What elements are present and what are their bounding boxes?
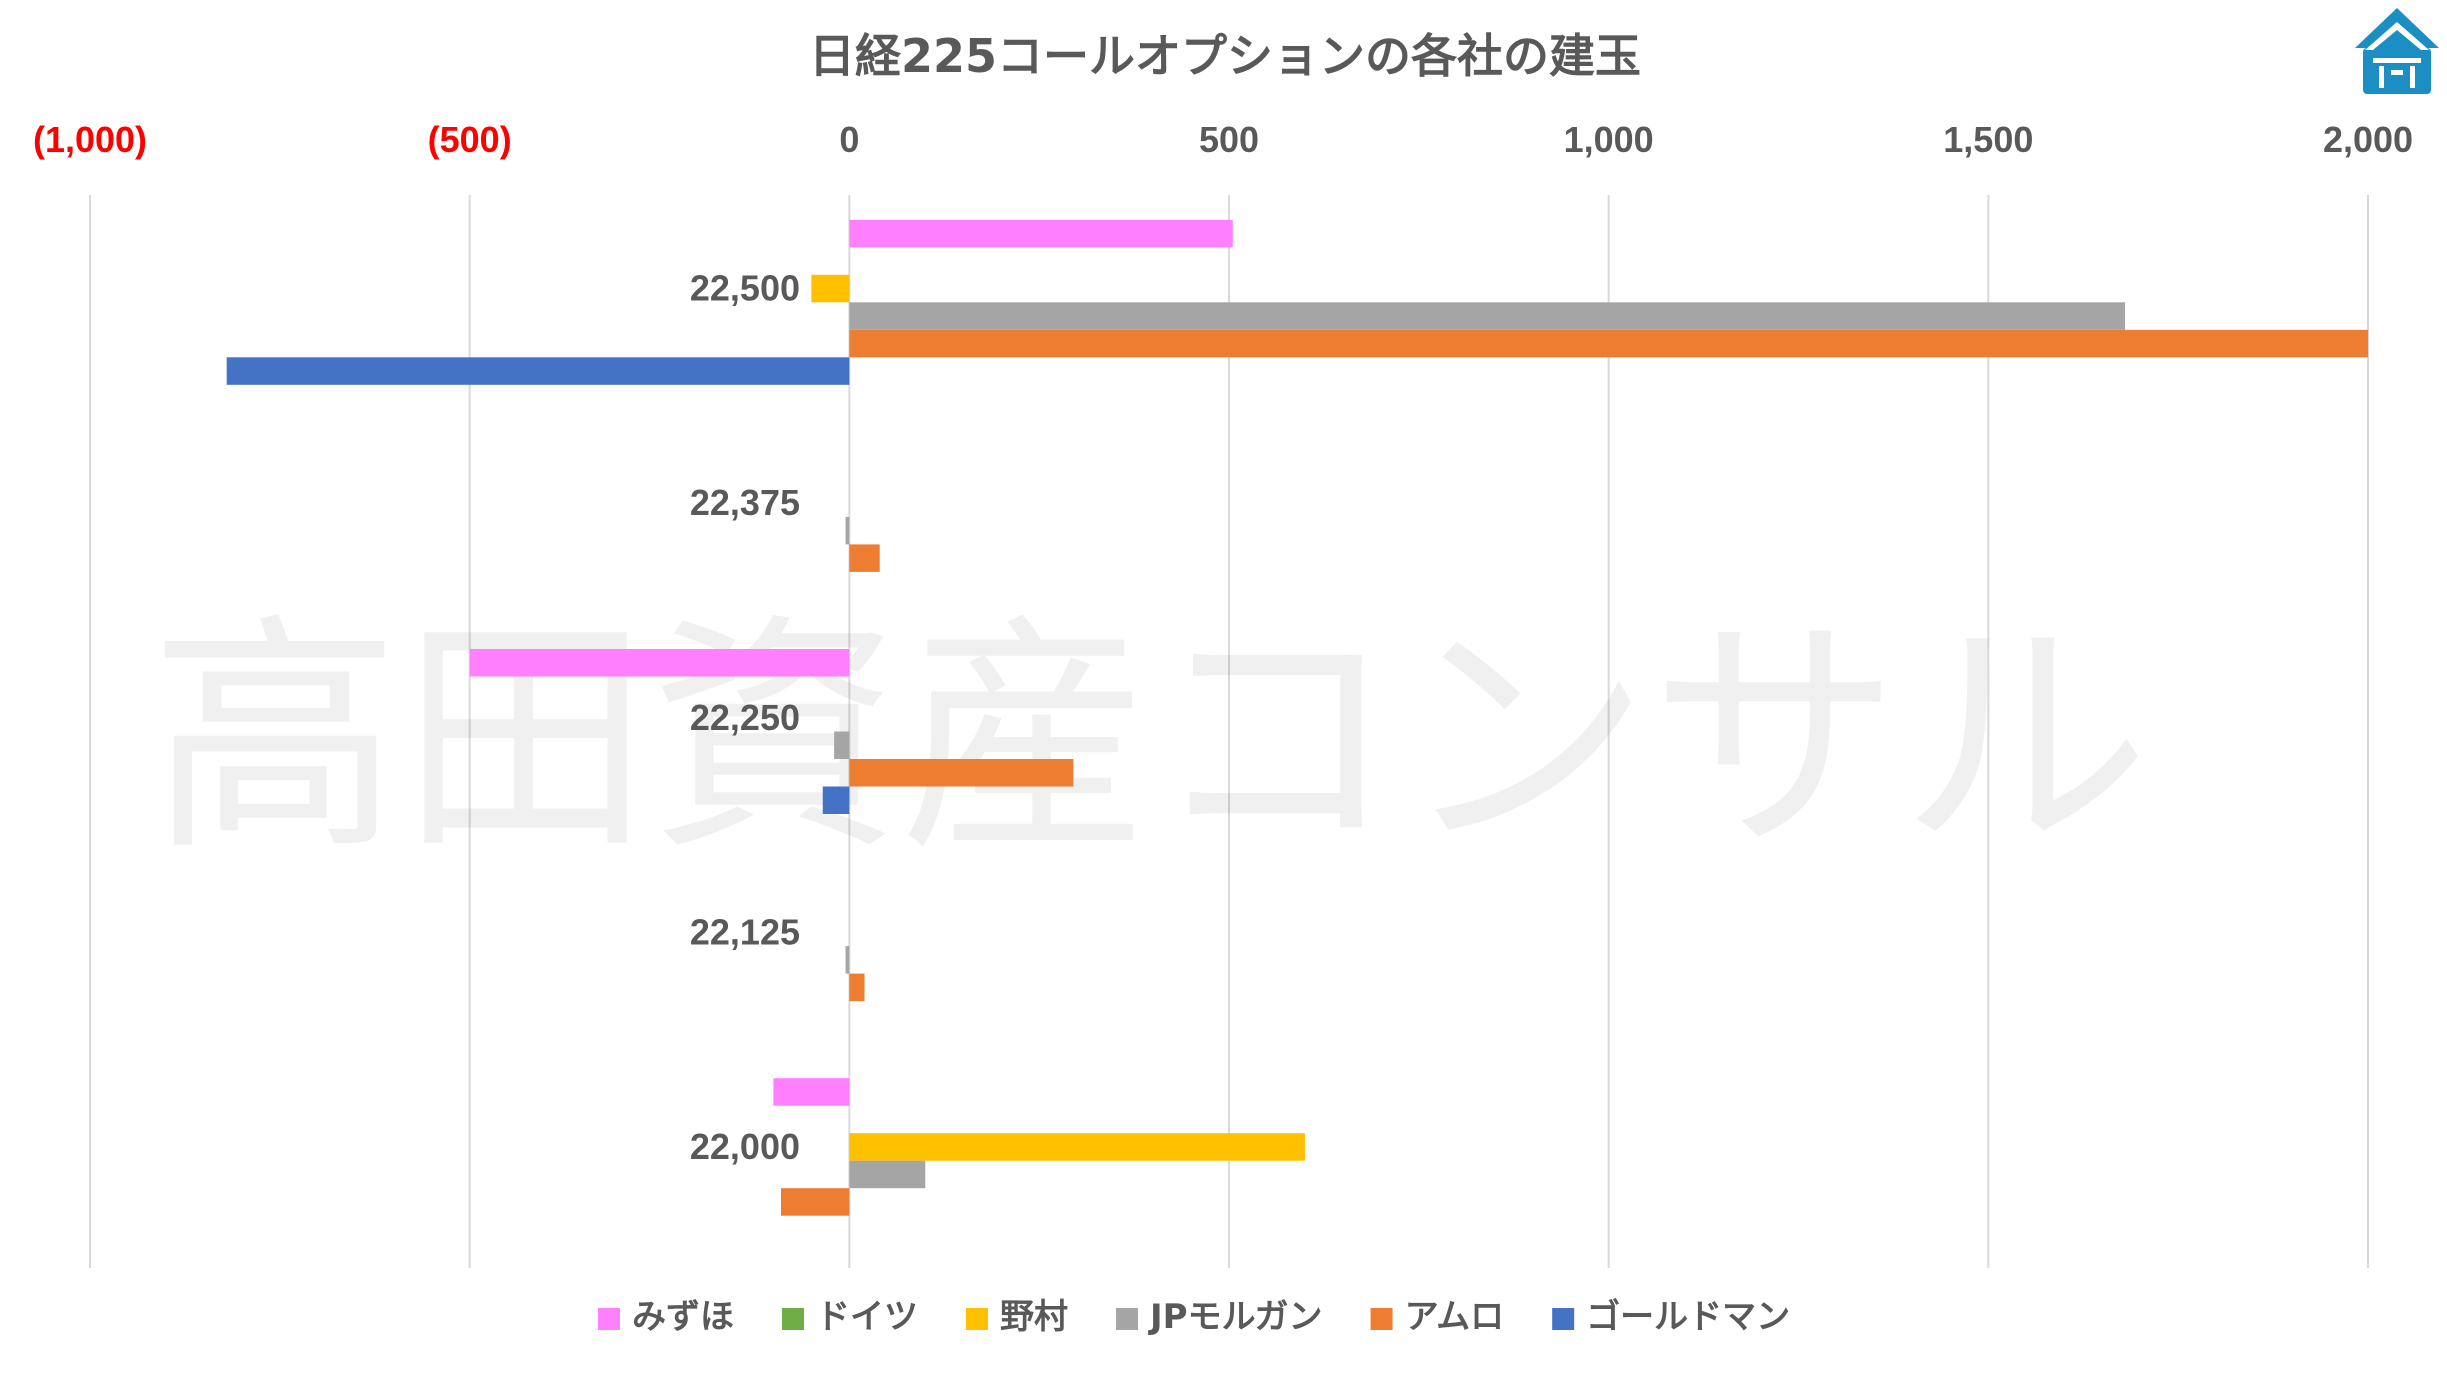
legend: みずほ ドイツ 野村 JPモルガン アムロ ゴールドマン bbox=[598, 1297, 1790, 1337]
bar bbox=[845, 516, 850, 545]
legend-swatch bbox=[1370, 1308, 1393, 1330]
legend-swatch bbox=[1116, 1308, 1138, 1330]
x-tick-label: (1,000) bbox=[33, 119, 147, 160]
bar bbox=[849, 544, 880, 572]
watermark-text: 高田資産コンサル bbox=[150, 593, 2150, 884]
bar bbox=[780, 1188, 850, 1216]
legend-swatch bbox=[1552, 1308, 1575, 1330]
bar bbox=[469, 649, 850, 677]
legend-label: みずほ bbox=[632, 1297, 734, 1337]
legend-label: 野村 bbox=[1000, 1297, 1068, 1337]
legend-label: JPモルガン bbox=[1148, 1297, 1323, 1337]
legend-swatch bbox=[966, 1308, 988, 1330]
y-category-label: 22,500 bbox=[690, 268, 800, 309]
bar bbox=[849, 219, 1233, 248]
y-category-label: 22,125 bbox=[690, 911, 800, 952]
bar bbox=[849, 1133, 1305, 1161]
x-axis-ticks: (1,000) (500) 0 500 1,000 1,500 2,000 bbox=[33, 119, 2413, 160]
shrine-roof-logo bbox=[2355, 8, 2439, 94]
legend-label: アムロ bbox=[1405, 1297, 1505, 1337]
legend-swatch bbox=[598, 1308, 620, 1330]
y-category-label: 22,375 bbox=[690, 482, 800, 523]
x-tick-label: 1,000 bbox=[1564, 119, 1654, 160]
bar bbox=[845, 946, 850, 974]
bar bbox=[849, 973, 865, 1002]
bar bbox=[849, 759, 1074, 787]
x-tick-label: (500) bbox=[428, 119, 512, 160]
x-tick-label: 2,000 bbox=[2323, 119, 2413, 160]
legend-label: ドイツ bbox=[816, 1297, 918, 1337]
chart-title: 日経225コールオプションの各社の建玉 bbox=[809, 29, 1641, 83]
legend-label: ゴールドマン bbox=[1586, 1297, 1790, 1337]
bar bbox=[226, 357, 850, 385]
bar bbox=[849, 302, 2126, 330]
bars bbox=[226, 219, 2369, 1216]
bar bbox=[822, 786, 850, 814]
bar bbox=[773, 1078, 850, 1106]
bar bbox=[849, 329, 2369, 358]
bar bbox=[834, 731, 850, 759]
y-category-label: 22,250 bbox=[690, 697, 800, 738]
y-category-label: 22,000 bbox=[690, 1126, 800, 1167]
x-tick-label: 1,500 bbox=[1943, 119, 2033, 160]
category-labels: 22,500 22,375 22,250 22,125 22,000 bbox=[690, 268, 800, 1167]
bar bbox=[811, 274, 850, 303]
bar bbox=[849, 1160, 926, 1189]
legend-swatch bbox=[782, 1308, 804, 1330]
x-tick-label: 500 bbox=[1199, 119, 1259, 160]
x-tick-label: 0 bbox=[839, 119, 859, 160]
